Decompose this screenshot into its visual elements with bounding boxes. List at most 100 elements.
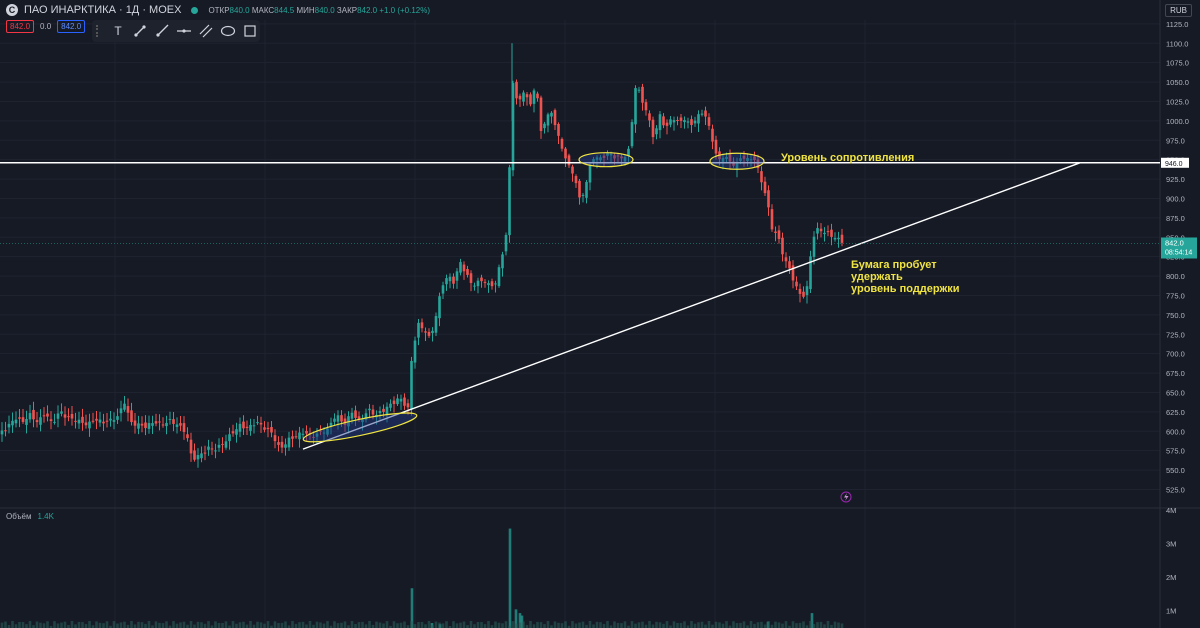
candle-body bbox=[224, 441, 228, 448]
candle-body bbox=[270, 427, 273, 433]
buy-button[interactable]: 842.0 bbox=[57, 20, 86, 33]
volume-bar bbox=[508, 625, 511, 628]
volume-bar bbox=[364, 624, 368, 628]
candle-body bbox=[413, 340, 417, 363]
volume-bar bbox=[543, 624, 546, 628]
volume-bar bbox=[700, 621, 704, 628]
parallel-channel-icon[interactable] bbox=[198, 23, 214, 39]
volume-label: Объём bbox=[6, 512, 32, 521]
candle-body bbox=[630, 122, 634, 147]
volume-bar bbox=[774, 621, 777, 628]
volume-bar bbox=[648, 621, 651, 628]
horizontal-line-icon[interactable] bbox=[176, 23, 192, 39]
candle-body bbox=[7, 423, 11, 428]
candle-body bbox=[791, 265, 795, 281]
candle-body bbox=[735, 162, 739, 169]
volume-bar bbox=[746, 625, 749, 628]
candle-body bbox=[644, 102, 648, 111]
candle-body bbox=[767, 190, 770, 208]
candle-body bbox=[263, 427, 266, 430]
volume-bar bbox=[287, 625, 291, 628]
trend-line-icon[interactable] bbox=[132, 23, 148, 39]
volume-bar bbox=[767, 621, 770, 628]
volume-bar bbox=[56, 623, 60, 628]
candle-body bbox=[448, 276, 452, 282]
volume-bar bbox=[539, 622, 543, 628]
volume-bar bbox=[714, 621, 718, 628]
drawing-toolbar: T bbox=[92, 20, 260, 42]
symbol-title[interactable]: ПАО ИНАРКТИКА · 1Д · MOEX bbox=[24, 4, 182, 16]
volume-bar bbox=[77, 621, 81, 628]
volume-bar bbox=[424, 624, 427, 628]
trade-row: 842.0 0.0 842.0 bbox=[6, 20, 86, 33]
volume-bar bbox=[179, 622, 182, 628]
ray-icon[interactable] bbox=[154, 23, 170, 39]
candle-body bbox=[154, 421, 158, 424]
support-trend-line bbox=[302, 162, 1081, 450]
candle-body bbox=[88, 421, 91, 429]
candle-body bbox=[560, 138, 564, 149]
candle-body bbox=[802, 291, 805, 297]
candle-body bbox=[634, 88, 637, 125]
volume-bar bbox=[823, 624, 826, 628]
candle-body bbox=[95, 418, 98, 421]
currency-selector[interactable]: RUB bbox=[1165, 4, 1192, 17]
volume-bar bbox=[742, 621, 746, 628]
candle-body bbox=[774, 231, 777, 233]
candle-body bbox=[606, 152, 609, 156]
candle-body bbox=[452, 276, 455, 284]
volume-bar bbox=[333, 621, 336, 628]
candle-body bbox=[417, 322, 420, 338]
volume-bar bbox=[25, 624, 28, 628]
candle-body bbox=[301, 433, 305, 435]
volume-bar bbox=[662, 623, 665, 628]
volume-bar bbox=[515, 623, 518, 628]
text-icon[interactable]: T bbox=[114, 24, 122, 38]
volume-bar bbox=[704, 624, 707, 628]
volume-bar bbox=[494, 621, 497, 628]
volume-bar bbox=[420, 621, 424, 628]
candle-body bbox=[627, 148, 630, 156]
volume-tick-label: 4M bbox=[1166, 506, 1176, 515]
candle-body bbox=[571, 166, 574, 174]
rectangle-icon[interactable] bbox=[242, 23, 258, 39]
ohlc-values: ОТКР840.0 МАКС844.5 МИН840.0 ЗАКР842.0 +… bbox=[208, 6, 430, 15]
candle-body bbox=[147, 423, 151, 429]
volume-bar bbox=[791, 621, 795, 628]
volume-bar bbox=[385, 621, 389, 628]
volume-bar bbox=[210, 625, 214, 628]
y-tick-label: 675.0 bbox=[1166, 369, 1185, 378]
candle-body bbox=[483, 281, 487, 283]
volume-bar bbox=[74, 624, 77, 628]
grip-icon[interactable] bbox=[96, 25, 104, 37]
candle-body bbox=[354, 410, 357, 418]
y-tick-label: 650.0 bbox=[1166, 388, 1185, 397]
resistance-price-label: 946.0 bbox=[1165, 161, 1183, 168]
volume-bar bbox=[441, 623, 445, 628]
volume-bar bbox=[284, 621, 287, 628]
volume-bar bbox=[123, 621, 126, 628]
sell-button[interactable]: 842.0 bbox=[6, 20, 35, 33]
volume-bar bbox=[448, 625, 452, 628]
candle-body bbox=[641, 86, 644, 103]
candle-body bbox=[833, 238, 837, 240]
volume-bar bbox=[130, 621, 133, 628]
volume-bar bbox=[623, 621, 627, 628]
volume-bar bbox=[32, 625, 35, 628]
candle-body bbox=[798, 288, 802, 294]
volume-bar bbox=[483, 624, 487, 628]
candle-body bbox=[522, 92, 525, 102]
candle-body bbox=[305, 430, 308, 434]
candle-body bbox=[378, 410, 382, 414]
candle-body bbox=[182, 423, 186, 432]
candle-body bbox=[25, 419, 28, 425]
candle-body bbox=[588, 165, 592, 183]
volume-bar bbox=[35, 621, 39, 628]
volume-bar bbox=[266, 621, 270, 628]
ellipse-icon[interactable] bbox=[220, 23, 236, 39]
volume-bar bbox=[630, 621, 634, 628]
candle-body bbox=[805, 286, 809, 296]
candle-body bbox=[214, 450, 217, 452]
y-tick-label: 750.0 bbox=[1166, 311, 1185, 320]
